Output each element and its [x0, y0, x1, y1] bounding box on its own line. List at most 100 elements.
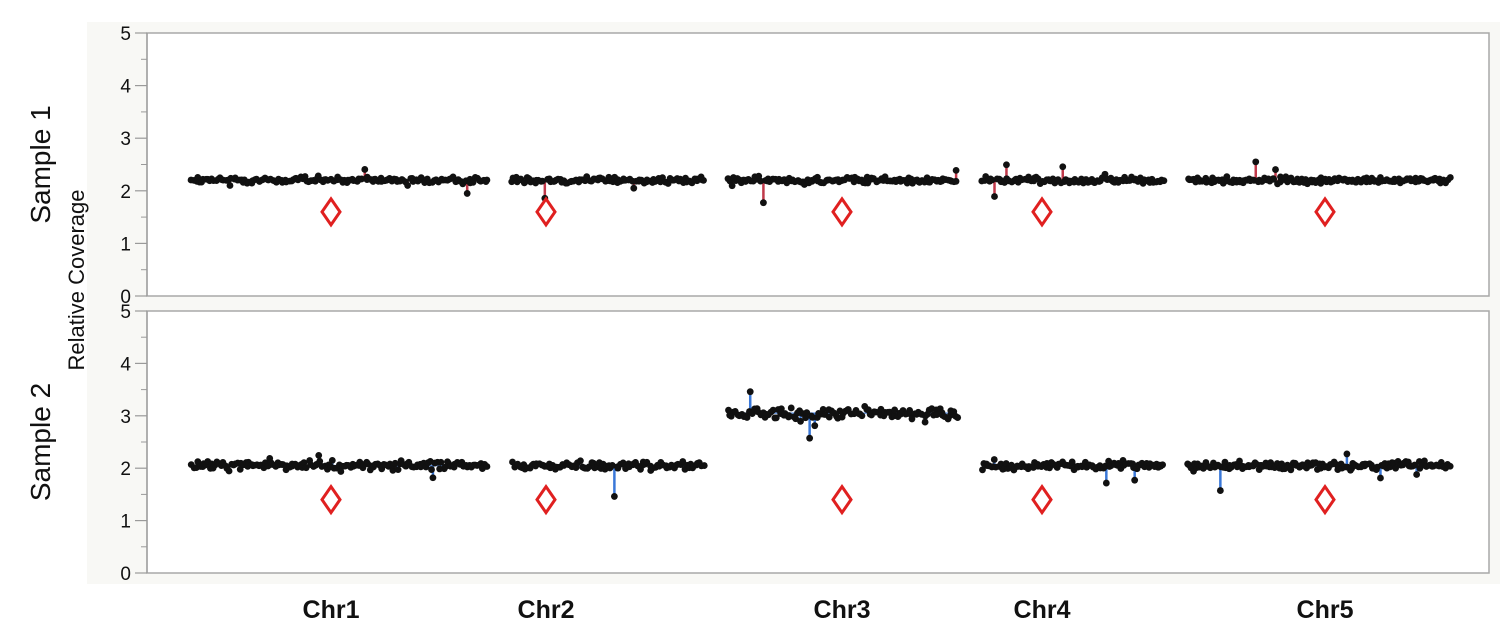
diamond-marker [1031, 484, 1053, 516]
data-point [226, 182, 234, 189]
data-point [315, 451, 323, 459]
diamond-marker [831, 484, 853, 516]
diamond-marker [1314, 484, 1336, 516]
x-tick-label-chr5: Chr5 [1297, 596, 1354, 624]
y-tick-label: 2 [120, 459, 131, 480]
data-point [608, 462, 616, 469]
chromosome-chr4 [979, 456, 1167, 516]
panel-1: 0 1 2 3 4 5 Sample 1 [25, 24, 1490, 308]
chromosome-chr3 [724, 166, 960, 228]
y-tick-label: 4 [120, 77, 131, 98]
data-point [797, 417, 804, 425]
data-point [437, 458, 445, 466]
data-point [610, 493, 618, 500]
data-point [1003, 161, 1010, 169]
chromosome-chr4 [978, 161, 1168, 228]
data-point [316, 457, 324, 465]
data-point [1252, 158, 1260, 166]
data-point [1413, 471, 1421, 478]
diamond-marker [1031, 196, 1053, 228]
chromosome-chr5 [1184, 450, 1454, 516]
data-point [577, 457, 584, 465]
data-point [361, 166, 369, 173]
data-point [825, 413, 833, 421]
y-tick-label: 2 [120, 182, 131, 203]
data-point [908, 415, 916, 423]
data-point [954, 414, 962, 421]
data-point [858, 412, 866, 420]
data-point [1131, 476, 1139, 484]
x-tick-label-chr2: Chr2 [518, 596, 575, 624]
panel-frame [146, 310, 1490, 574]
x-tick-label-chr4: Chr4 [1014, 596, 1071, 624]
panels-layer: 0 1 2 3 4 5 Sample 1 0 1 2 3 4 5 Sample 2 [25, 24, 1490, 585]
data-point [891, 406, 899, 414]
chromosome-chr1 [187, 451, 491, 516]
data-point [1068, 458, 1076, 466]
y-tick-label: 4 [120, 354, 131, 375]
data-point [988, 176, 996, 184]
data-point [700, 462, 708, 469]
y-tick-label: 3 [120, 129, 131, 150]
data-point [1278, 460, 1286, 468]
y-axis-label: Relative Coverage [64, 190, 89, 371]
data-point [337, 468, 345, 475]
data-point [728, 182, 736, 190]
x-tick-label-chr3: Chr3 [814, 596, 871, 624]
chromosome-chr2 [509, 457, 708, 516]
y-tick-label: 1 [120, 512, 131, 533]
data-point [806, 434, 814, 442]
data-point [743, 414, 751, 421]
data-point [328, 456, 336, 464]
data-point [463, 190, 471, 197]
y-tick-label: 3 [120, 407, 131, 428]
data-point [1160, 177, 1168, 185]
diamond-marker [535, 484, 557, 516]
data-point [979, 466, 986, 474]
data-point [236, 465, 244, 473]
data-point [757, 177, 764, 185]
data-point [1343, 450, 1351, 458]
panel-frame [146, 32, 1490, 297]
y-tick-label: 1 [120, 234, 131, 255]
data-point [809, 413, 816, 421]
data-point [811, 422, 819, 430]
data-point [404, 182, 412, 189]
diamond-marker [320, 196, 342, 228]
data-point [429, 474, 437, 482]
y-tick-label: 5 [120, 24, 131, 45]
data-point [769, 406, 777, 414]
chromosome-chr3 [725, 388, 962, 516]
data-point [991, 193, 998, 200]
data-point [483, 176, 491, 184]
panel-label: Sample 2 [25, 383, 56, 501]
panel-label: Sample 1 [25, 105, 56, 223]
data-point [1446, 462, 1454, 470]
data-point [772, 414, 780, 422]
data-point [428, 466, 435, 473]
data-point [538, 177, 546, 185]
data-point [1059, 163, 1067, 171]
data-point [921, 418, 929, 426]
diamond-marker [831, 196, 853, 228]
data-point [802, 414, 809, 422]
diamond-marker [535, 196, 557, 228]
data-point [1102, 479, 1110, 487]
data-point [225, 467, 233, 475]
y-tick-label: 5 [120, 302, 131, 323]
data-point [417, 174, 425, 182]
data-point [1270, 175, 1278, 183]
y-tick-label: 0 [120, 287, 131, 308]
data-point [630, 184, 638, 192]
diamond-marker [1314, 196, 1336, 228]
data-point [1377, 474, 1384, 482]
data-point [358, 175, 366, 183]
data-point [389, 466, 397, 474]
data-point [803, 409, 811, 417]
data-point [394, 466, 402, 474]
data-point [1446, 174, 1454, 181]
chromosome-chr5 [1185, 158, 1454, 228]
data-point [1159, 461, 1167, 469]
